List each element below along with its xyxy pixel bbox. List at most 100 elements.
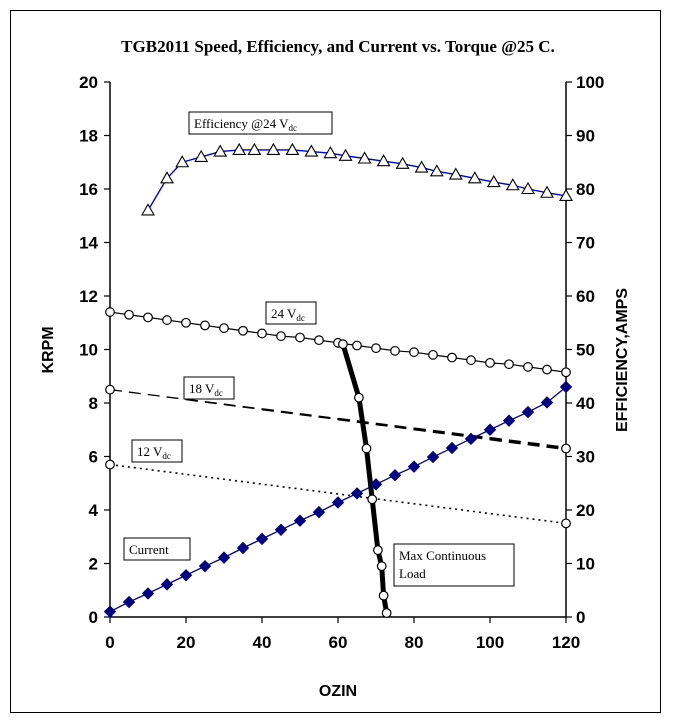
series-efficiency-point xyxy=(376,154,391,167)
label-efficiency-text: Efficiency @24 Vdc xyxy=(194,116,297,133)
label-efficiency-box xyxy=(188,111,333,135)
y-left-tick-label: 6 xyxy=(89,448,98,467)
y-right-tick-label: 0 xyxy=(576,608,585,627)
label-current: Current xyxy=(123,537,191,561)
y-left-tick-label: 12 xyxy=(79,287,98,306)
label-maxload-box xyxy=(393,543,515,587)
label-maxload: Max Continuous Load xyxy=(393,543,515,587)
series-current-point xyxy=(559,380,573,394)
series-24vdc-point xyxy=(181,317,191,328)
y-left-tick-label: 0 xyxy=(89,608,98,627)
annotations: Efficiency @24 Vdc 24 Vdc 18 Vdc 12 Vdc Curr… xyxy=(123,111,515,587)
series-24vdc-point xyxy=(447,352,457,363)
series-efficiency-point xyxy=(338,148,353,161)
series-current-point xyxy=(483,423,497,436)
series-maxload-point xyxy=(367,494,378,505)
series-24vdc-point xyxy=(295,332,305,343)
y-right-tick-label: 40 xyxy=(576,394,595,413)
y-right-tick-label: 90 xyxy=(576,127,595,146)
y-left-tick-label: 2 xyxy=(89,555,98,574)
series-current-point xyxy=(274,523,288,537)
series-18vdc-line xyxy=(261,408,339,421)
series-24vdc-point xyxy=(504,359,514,370)
y-left-tick-label: 14 xyxy=(79,234,98,253)
series-efficiency-point xyxy=(414,160,429,173)
ticks: 0 20 40 60 80 100 120 0 2 4 6 8 10 12 14 16 18 20 0 10 20 30 4… xyxy=(79,73,604,652)
series-24vdc-point xyxy=(390,345,400,356)
series-efficiency-point xyxy=(160,171,174,184)
series-current-point xyxy=(198,559,212,573)
series-current-point xyxy=(179,569,193,582)
series-maxload-point xyxy=(381,608,392,618)
series-maxload-point xyxy=(338,339,348,350)
series-current-point xyxy=(160,578,174,591)
series-efficiency-point xyxy=(505,178,520,191)
series-24vdc-point xyxy=(542,364,552,375)
series-24vdc-point xyxy=(200,320,210,331)
series-efficiency-point xyxy=(266,142,281,155)
series-24vdc-point xyxy=(409,347,419,358)
series-maxload-point xyxy=(376,561,387,572)
series-current-point xyxy=(217,551,231,564)
series-end-point xyxy=(105,459,115,470)
series-maxload-point xyxy=(354,392,364,403)
series-12vdc-line xyxy=(109,463,567,525)
series-24vdc-point xyxy=(238,325,248,336)
series-efficiency-point xyxy=(521,181,535,195)
y-right-tick-label: 80 xyxy=(576,180,595,199)
series-current-point xyxy=(521,405,535,419)
series-efficiency-point xyxy=(429,164,444,177)
y-right-tick-label: 60 xyxy=(576,287,595,306)
x-tick-label: 20 xyxy=(177,633,196,652)
series-24vdc-point xyxy=(466,355,476,366)
series-efficiency-point xyxy=(247,142,262,155)
series-maxload-point xyxy=(361,443,372,454)
y-right-tick-label: 20 xyxy=(576,501,595,520)
series-current-point xyxy=(312,505,326,519)
x-tick-label: 100 xyxy=(476,633,504,652)
series-layer xyxy=(103,142,573,618)
y-axis-right-label: EFFICIENCY,AMPS xyxy=(614,288,631,432)
y-left-tick-label: 20 xyxy=(79,73,98,92)
series-current-point xyxy=(141,587,155,600)
series-18vdc-line xyxy=(337,417,415,431)
series-efficiency-point xyxy=(194,149,209,162)
series-efficiency-point xyxy=(486,174,501,188)
series-efficiency-line xyxy=(147,149,567,211)
y-right-tick-label: 10 xyxy=(576,555,595,574)
y-right-tick-label: 30 xyxy=(576,448,595,467)
x-axis-label: OZIN xyxy=(319,683,357,700)
series-maxload-line xyxy=(340,341,390,616)
series-24vdc-point xyxy=(162,315,172,325)
series-current-point xyxy=(540,396,554,409)
series-maxload-point xyxy=(378,590,389,601)
series-maxload-point xyxy=(373,545,383,556)
series-18vdc-line xyxy=(185,398,263,411)
chart-frame xyxy=(10,10,661,713)
series-current-point xyxy=(293,514,307,527)
chart-title: TGB2011 Speed, Efficiency, and Current v… xyxy=(121,37,555,56)
series-24vdc-point xyxy=(428,349,438,360)
label-18vdc: 18 Vdc xyxy=(183,376,235,400)
series-24vdc-point xyxy=(485,357,495,368)
y-left-tick-label: 10 xyxy=(79,341,98,360)
series-24vdc-point xyxy=(124,309,134,320)
series-24vdc-point xyxy=(257,328,267,339)
label-24vdc: 24 Vdc xyxy=(265,301,317,325)
series-efficiency-point xyxy=(141,203,155,216)
label-12vdc: 12 Vdc xyxy=(131,439,183,463)
series-efficiency-point xyxy=(213,144,228,157)
label-current-text: Current xyxy=(129,542,169,557)
series-efficiency-point xyxy=(467,171,482,184)
y-right-tick-label: 50 xyxy=(576,341,595,360)
series-efficiency-point xyxy=(323,146,338,159)
series-24vdc-point xyxy=(561,367,571,378)
label-maxload-text: Max Continuous xyxy=(399,548,486,563)
series-current-point xyxy=(255,532,269,546)
y-left-tick-label: 4 xyxy=(89,501,99,520)
series-end-point xyxy=(561,518,571,529)
y-right-tick-label: 70 xyxy=(576,234,595,253)
series-24vdc-point xyxy=(352,340,362,351)
series-current-point xyxy=(236,541,250,555)
